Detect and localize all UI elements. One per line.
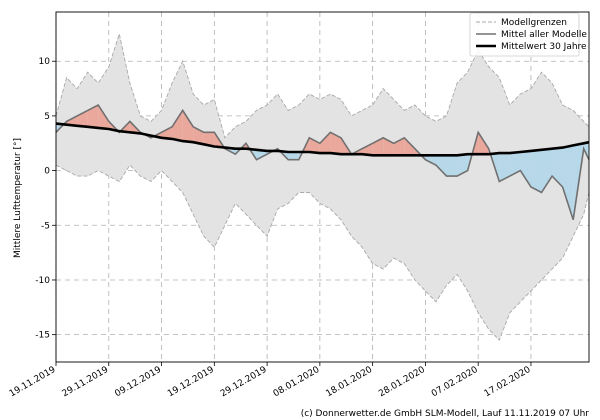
- legend-box: [469, 12, 580, 57]
- y-tick-label: -10: [35, 276, 50, 286]
- warm-anomaly-fill: [161, 126, 173, 139]
- x-tick-label: 08.01.2020: [272, 365, 322, 400]
- series-model-range-lower: [55, 164, 590, 341]
- cold-anomaly-fill: [552, 147, 563, 187]
- warm-anomaly-fill: [66, 115, 78, 126]
- legend: Modellgrenzen Mittel aller Modelle Mitte…: [469, 12, 587, 57]
- warm-anomaly-fill: [172, 110, 183, 142]
- warm-anomaly-fill: [404, 137, 415, 156]
- y-axis-label: Mittlere Lufttemperatur [°]: [13, 138, 23, 258]
- model-range-band: [56, 33, 589, 341]
- warm-anomaly-fill: [182, 110, 194, 143]
- y-tick-label: 0: [44, 167, 50, 177]
- legend-label-climate-mean: Mittelwert 30 Jahre: [501, 42, 587, 52]
- series-model-range-upper: [55, 32, 590, 139]
- plot-frame: [55, 11, 590, 363]
- series-climate-mean: [55, 122, 590, 157]
- warm-anomaly-fill: [309, 137, 320, 154]
- cold-anomaly-fill: [446, 155, 458, 177]
- x-tick-label: 19.11.2019: [8, 365, 58, 400]
- cold-anomaly-fill: [288, 152, 299, 160]
- warm-anomaly-fill: [203, 132, 215, 147]
- warm-anomaly-fill: [98, 104, 109, 130]
- y-tick-label: -15: [35, 331, 50, 341]
- cold-anomaly-fill: [256, 149, 268, 160]
- cold-anomaly-fill: [435, 155, 447, 177]
- x-tick-label: 18.01.2020: [325, 365, 375, 400]
- line-layer: [55, 32, 590, 341]
- x-tick-label: 09.12.2019: [113, 365, 163, 400]
- x-tick-label: 29.12.2019: [219, 365, 269, 400]
- axes-layer: [55, 11, 590, 363]
- cold-anomaly-fill: [457, 154, 468, 177]
- credit-text: (c) Donnerwetter.de GmbH SLM-Modell, Lau…: [301, 409, 590, 419]
- legend-label-range: Modellgrenzen: [501, 18, 567, 28]
- cold-anomaly-fill: [530, 149, 542, 193]
- cold-anomaly-fill: [509, 152, 521, 177]
- legend-label-model-mean: Mittel aller Modelle: [501, 30, 587, 40]
- y-tick-label: -5: [41, 221, 50, 231]
- warm-anomaly-fill: [330, 132, 341, 155]
- cold-anomaly-fill: [562, 145, 574, 220]
- cold-anomaly-fill: [425, 155, 436, 166]
- cold-anomaly-fill: [541, 148, 553, 193]
- y-tick-label: 10: [39, 57, 51, 67]
- warm-anomaly-fill: [87, 104, 99, 128]
- model-range-layer: [56, 33, 589, 341]
- x-tick-label: 29.11.2019: [61, 365, 111, 400]
- x-tick-label: 17.02.2020: [483, 365, 533, 400]
- warm-anomaly-fill: [362, 143, 373, 156]
- x-tick-label: 28.01.2020: [377, 365, 427, 400]
- cold-anomaly-fill: [520, 150, 531, 187]
- x-tick-label: 19.12.2019: [166, 365, 216, 400]
- y-tick-label: 5: [44, 112, 50, 122]
- cold-anomaly-fill: [499, 153, 510, 182]
- x-tick-label: 07.02.2020: [430, 365, 480, 400]
- warm-anomaly-fill: [319, 132, 331, 154]
